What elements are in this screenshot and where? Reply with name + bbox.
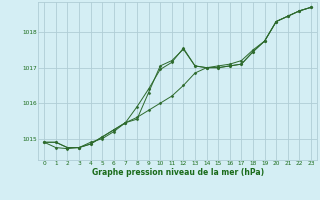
X-axis label: Graphe pression niveau de la mer (hPa): Graphe pression niveau de la mer (hPa) — [92, 168, 264, 177]
